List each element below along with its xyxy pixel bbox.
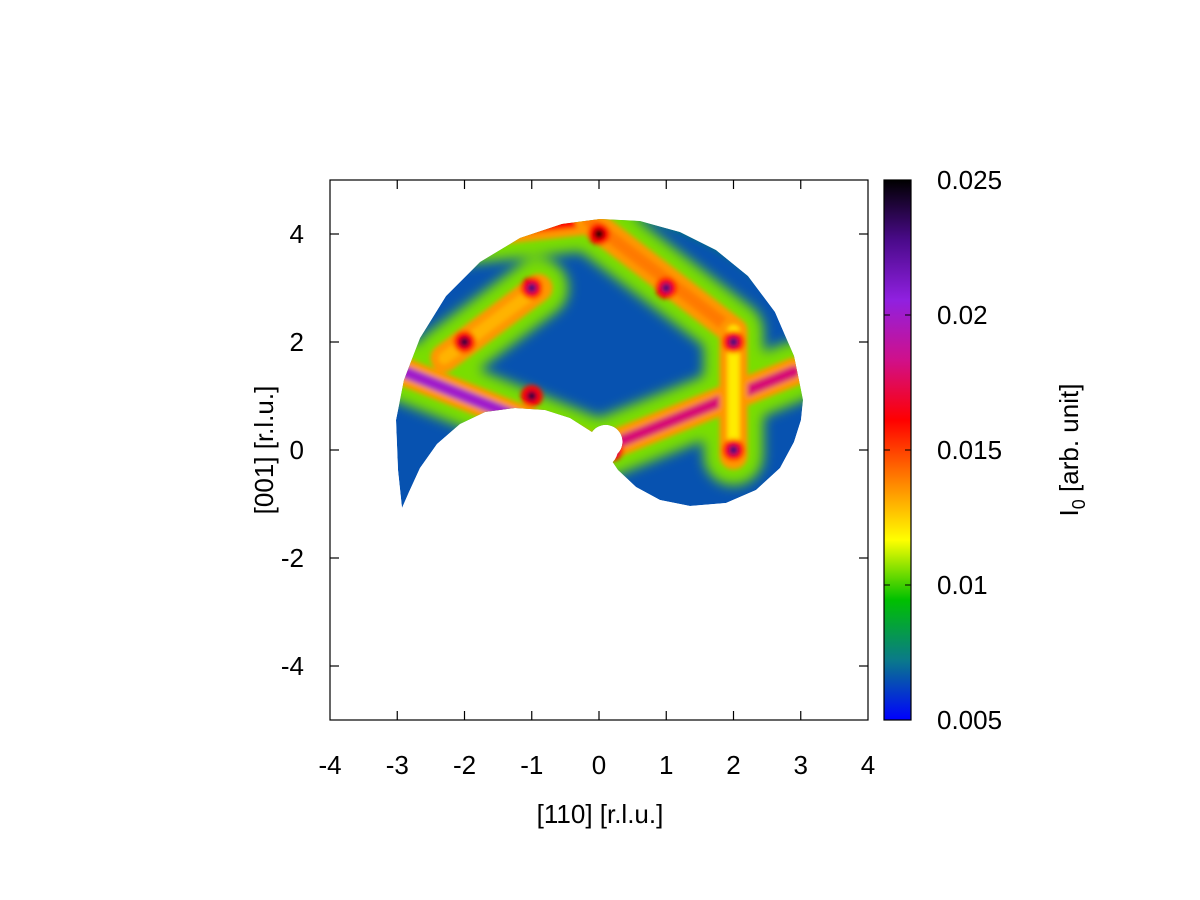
x-axis-label: [110] [r.l.u.]: [537, 799, 664, 829]
colorbar-ticks: 0.005 0.01 0.015 0.02 0.025: [884, 165, 1002, 735]
x-tick-label: 0: [592, 750, 606, 780]
x-axis-ticks: -4 -3 -2 -1 0 1 2 3 4: [318, 180, 875, 780]
x-tick-label: -1: [520, 750, 543, 780]
bragg-peak: [728, 445, 739, 455]
bragg-peak: [526, 283, 537, 293]
x-tick-label: -3: [386, 750, 409, 780]
colorbar-tick-label: 0.02: [937, 300, 988, 330]
y-axis-ticks: -4 -2 0 2 4: [281, 219, 868, 681]
bragg-peak: [459, 337, 470, 347]
origin-hole: [584, 433, 618, 467]
x-tick-label: -4: [318, 750, 341, 780]
rod-core: [593, 365, 801, 456]
colorbar-tick-label: 0.015: [937, 435, 1002, 465]
colorbar-tick-label: 0.025: [937, 165, 1002, 195]
y-tick-label: 2: [290, 327, 304, 357]
y-tick-label: -4: [281, 651, 304, 681]
bragg-peak: [728, 337, 739, 347]
x-tick-label: 1: [659, 750, 673, 780]
x-tick-label: -2: [453, 750, 476, 780]
colorbar: 0.005 0.01 0.015 0.02 0.025 I0 [arb. unit]: [883, 165, 1089, 735]
x-tick-label: 4: [861, 750, 875, 780]
y-tick-label: 0: [290, 435, 304, 465]
bragg-peak: [594, 229, 604, 239]
y-tick-label: 4: [290, 219, 304, 249]
bragg-peak: [661, 283, 672, 293]
colorbar-label-sub: 0: [1069, 499, 1089, 509]
bragg-peak: [526, 391, 537, 401]
colorbar-label: I0 [arb. unit]: [1054, 384, 1089, 517]
colorbar-label-main: I: [1054, 509, 1084, 516]
x-tick-label: 3: [794, 750, 808, 780]
colorbar-tick-label: 0.01: [937, 570, 988, 600]
x-tick-label: 2: [726, 750, 740, 780]
colorbar-label-rest: [arb. unit]: [1054, 384, 1084, 500]
colorbar-tick-label: 0.005: [937, 705, 1002, 735]
y-axis-label: [001] [r.l.u.]: [249, 386, 279, 515]
rod-core: [582, 219, 740, 338]
y-tick-label: -2: [281, 543, 304, 573]
